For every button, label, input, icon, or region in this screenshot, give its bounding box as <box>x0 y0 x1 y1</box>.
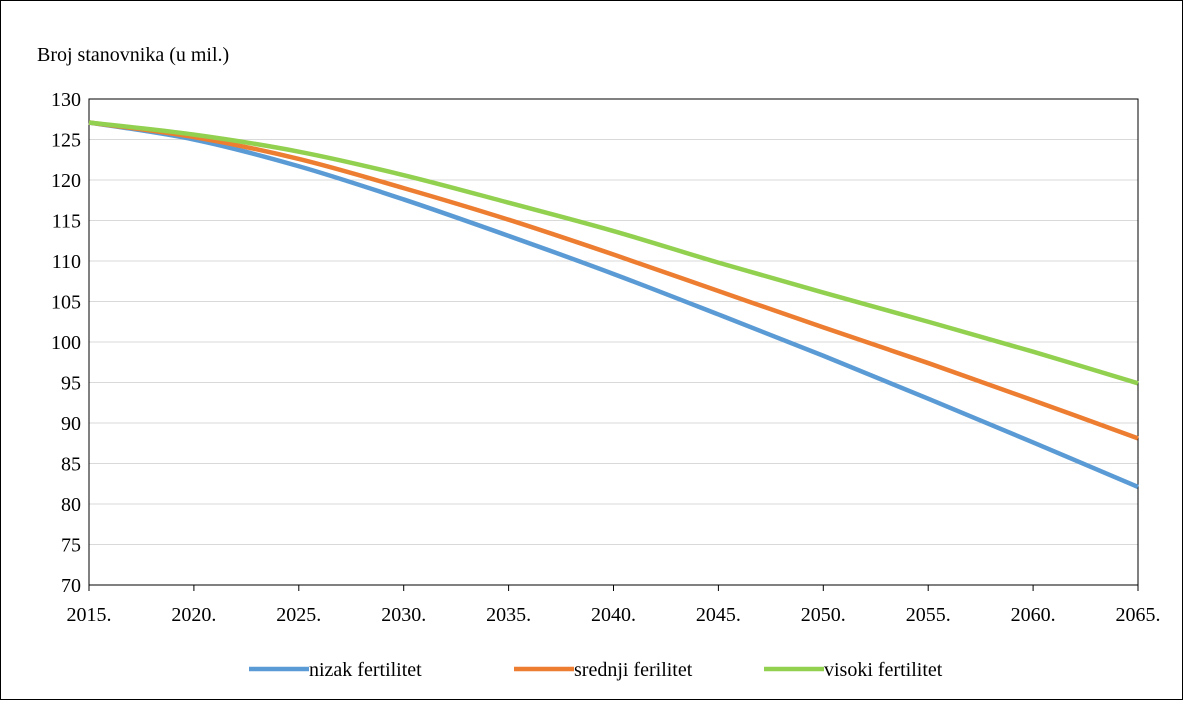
axes <box>88 98 1139 591</box>
y-tick-label: 115 <box>52 211 81 233</box>
y-tick-label: 130 <box>51 89 81 111</box>
y-tick-label: 95 <box>61 373 81 395</box>
x-tick-label: 2035. <box>486 604 531 626</box>
series-line-2 <box>88 120 1139 441</box>
legend-label: nizak fertilitet <box>309 659 422 681</box>
x-tick-label: 2045. <box>696 604 741 626</box>
y-axis-label: Broj stanovnika (u mil.) <box>37 44 229 66</box>
series-line-3 <box>88 120 1139 386</box>
x-tick-label: 2040. <box>591 604 636 626</box>
x-tick-label: 2020. <box>171 604 216 626</box>
series-line-1 <box>88 120 1139 490</box>
legend: nizak fertilitet srednji ferilitet visoki … <box>249 659 943 681</box>
y-tick-label: 120 <box>51 170 81 192</box>
x-tick-label: 2060. <box>1011 604 1056 626</box>
y-tick-label: 90 <box>61 413 81 435</box>
x-tick-labels: 2015. 2020. 2025. 2030. 2035. 2040. 2045. 2050.… <box>67 604 1161 626</box>
y-tick-label: 80 <box>61 494 81 516</box>
y-tick-label: 105 <box>51 292 81 314</box>
y-tick-label: 110 <box>52 251 81 273</box>
legend-label: visoki fertilitet <box>824 659 943 681</box>
y-tick-label: 75 <box>61 535 81 557</box>
x-tick-label: 2065. <box>1116 604 1161 626</box>
x-tick-label: 2015. <box>67 604 112 626</box>
y-tick-labels: 70 75 80 85 90 95 100 105 110 115 120 125 130 <box>51 89 81 597</box>
y-tick-label: 125 <box>51 130 81 152</box>
x-tick-label: 2030. <box>381 604 426 626</box>
gridlines <box>89 98 1138 545</box>
y-tick-label: 100 <box>51 332 81 354</box>
y-tick-label: 70 <box>61 575 81 597</box>
y-tick-label: 85 <box>61 454 81 476</box>
x-tick-label: 2055. <box>906 604 951 626</box>
x-tick-label: 2025. <box>276 604 321 626</box>
series-lines <box>88 120 1139 490</box>
legend-label: srednji ferilitet <box>574 659 693 681</box>
x-tick-label: 2050. <box>801 604 846 626</box>
